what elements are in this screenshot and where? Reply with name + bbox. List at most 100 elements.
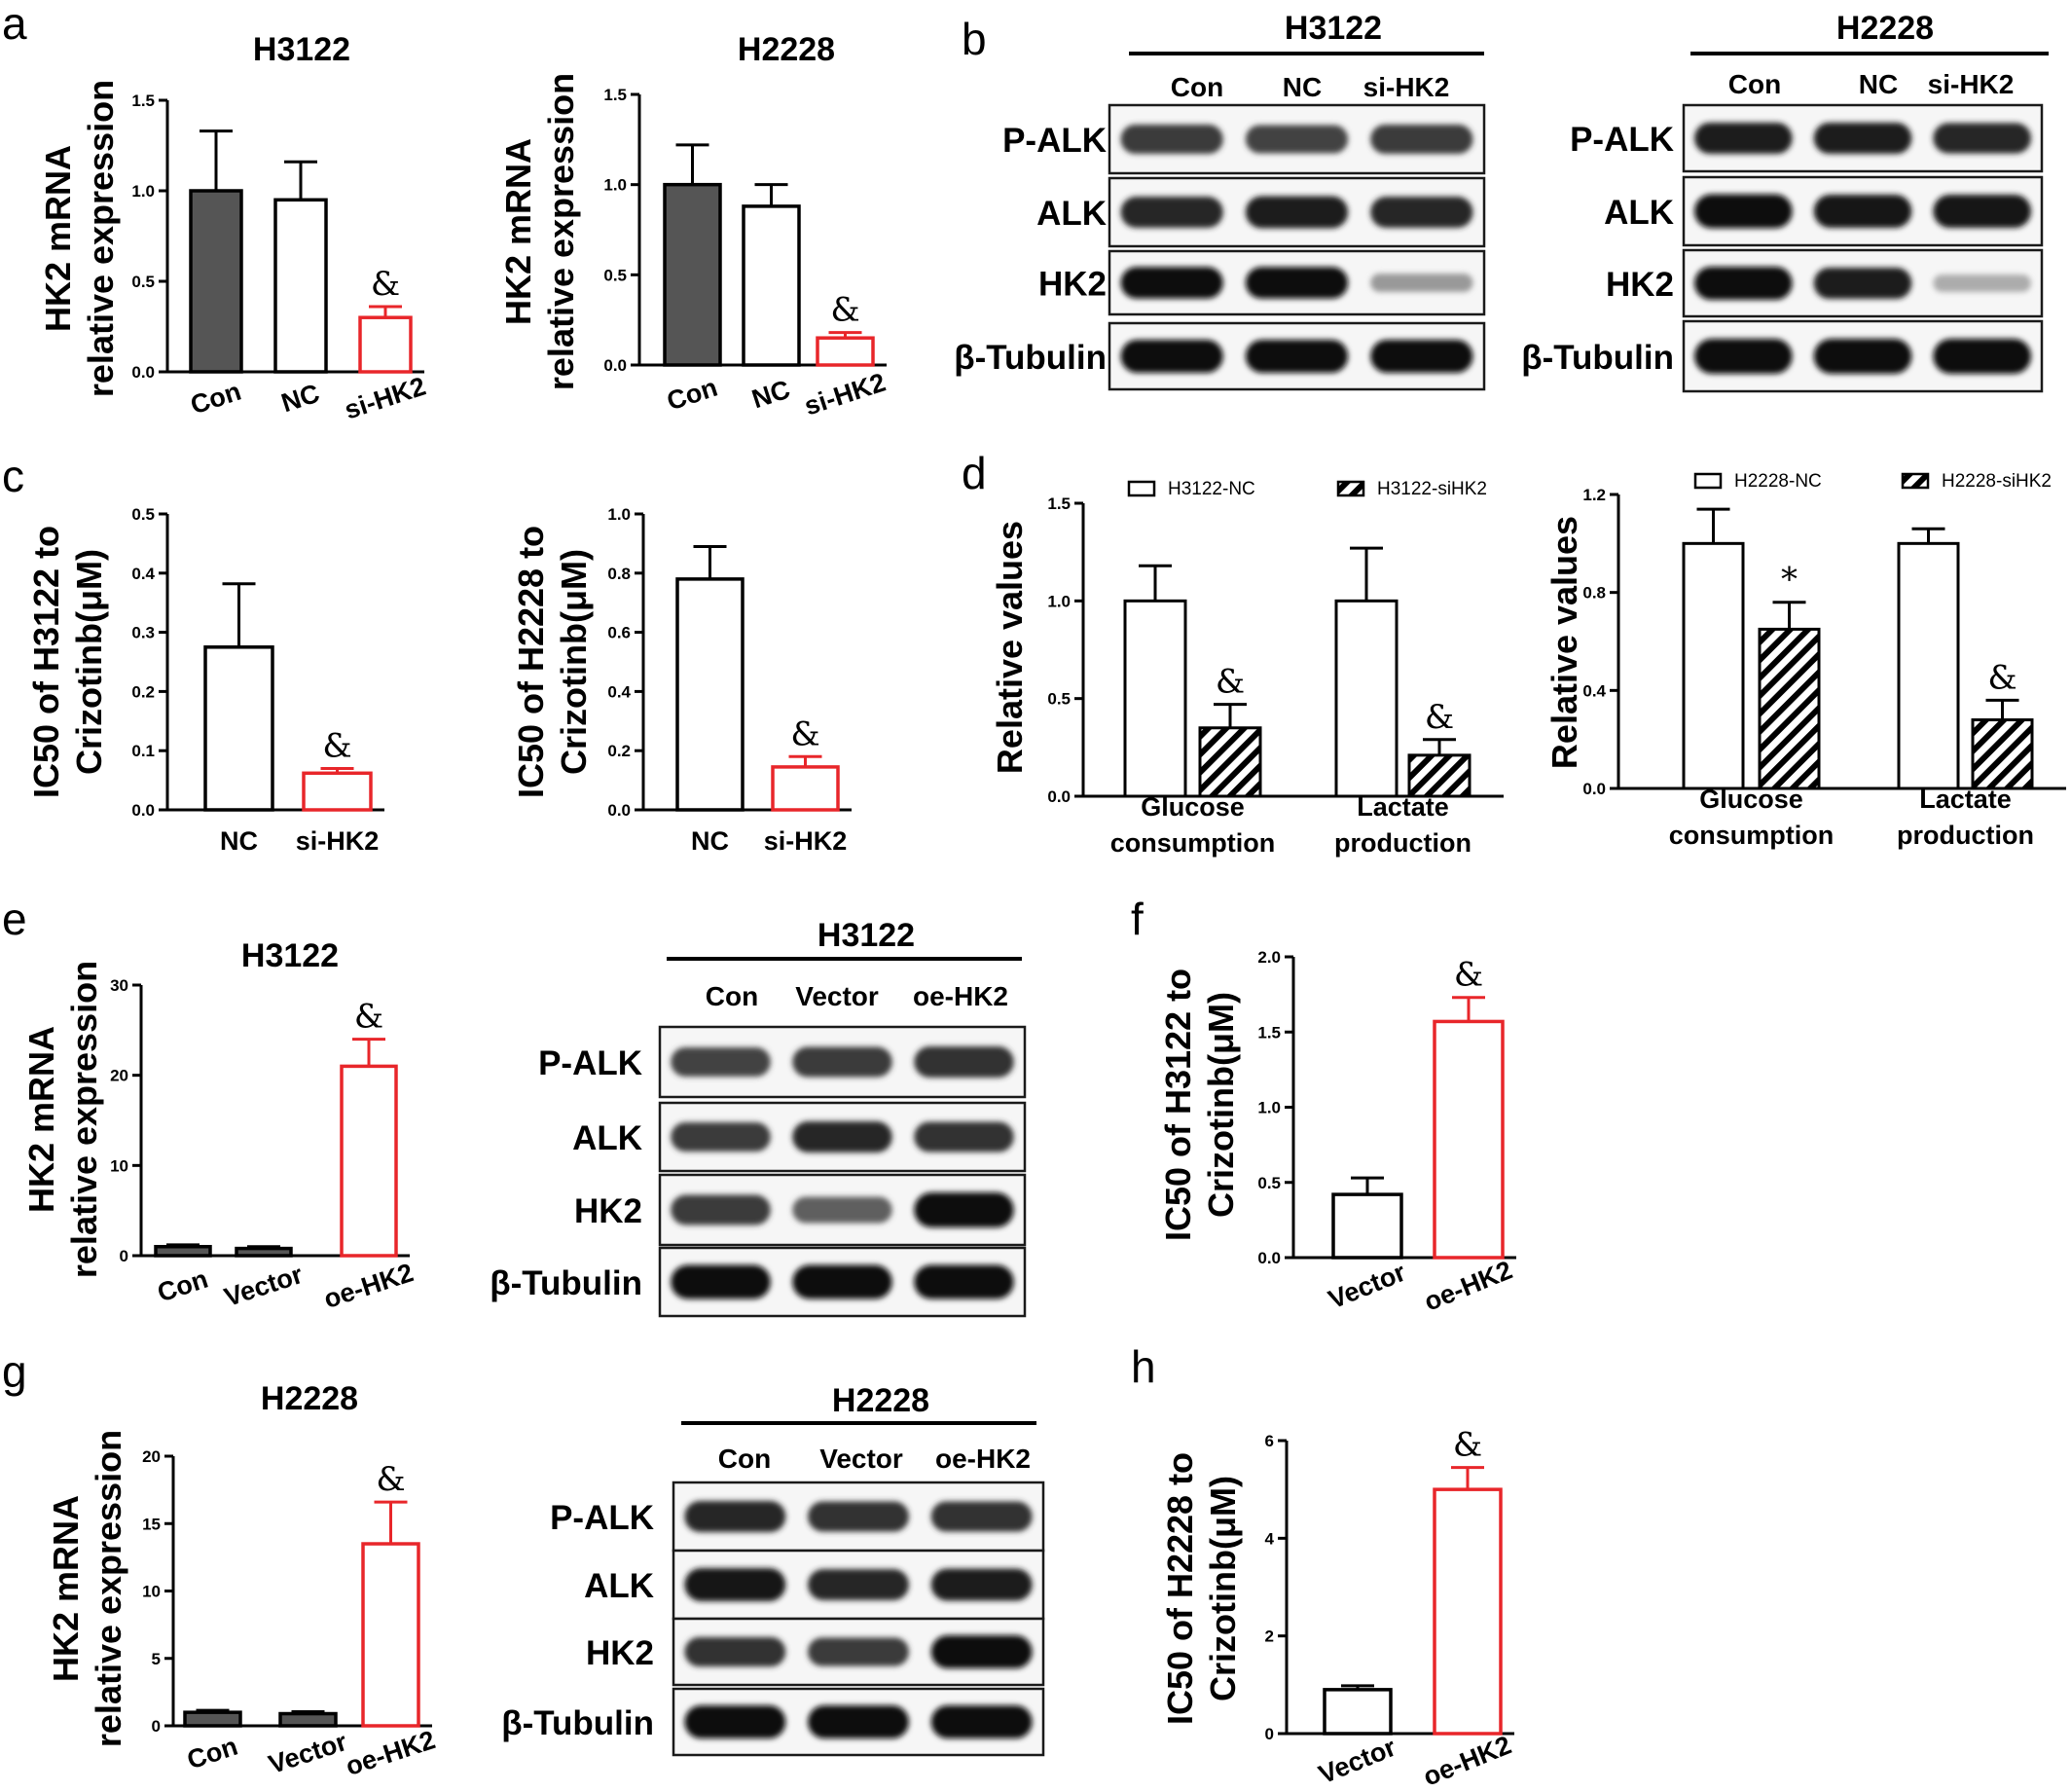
blot-band xyxy=(684,1705,786,1738)
category-label: oe-HK2 xyxy=(343,1725,439,1781)
blot-protein-label: HK2 xyxy=(1606,266,1674,304)
y-axis-label: HK2 mRNArelative expression xyxy=(38,80,121,397)
bar-con xyxy=(189,189,243,374)
y-tick-label: 0.8 xyxy=(1582,584,1606,603)
blot-band xyxy=(1933,339,2031,374)
western-blot-b2: H2228 Con NC si-HK2 P-ALK ALK HK2 β-Tubulin xyxy=(1521,10,2049,393)
category-label: Lactate production xyxy=(1897,785,2034,850)
blot-band xyxy=(1120,124,1223,155)
chart-d2: 0.0 0.4 0.8 1.2 Relative values * Glucose consu… xyxy=(1544,471,2066,850)
blot-band xyxy=(1245,267,1349,299)
y-tick-label: 2 xyxy=(1265,1627,1274,1646)
significance-marker: & xyxy=(1454,956,1483,995)
blot-title: H3122 xyxy=(818,917,915,954)
legend-entry: H3122-siHK2 xyxy=(1377,479,1487,499)
bar-h2228-sihk2 xyxy=(1971,718,2034,790)
y-tick-label: 0.3 xyxy=(131,624,155,642)
blot-protein-label: β-Tubulin xyxy=(1521,339,1674,377)
y-tick-label: 0.6 xyxy=(607,624,631,642)
panel-letter-g: g xyxy=(2,1346,27,1397)
blot-protein-label: HK2 xyxy=(1038,266,1107,304)
y-tick-label: 0.0 xyxy=(1047,787,1071,806)
significance-marker: & xyxy=(322,726,351,765)
bar-oe-hk2 xyxy=(340,1064,398,1258)
blot-band xyxy=(1933,123,2031,154)
category-label: Vector xyxy=(221,1260,307,1312)
lane-label: oe-HK2 xyxy=(935,1444,1031,1474)
y-tick-label: 20 xyxy=(142,1447,161,1466)
blot-band xyxy=(1245,196,1349,229)
legend-entry: H2228-siHK2 xyxy=(1942,471,2052,492)
blot-band xyxy=(684,1567,786,1602)
blot-band xyxy=(808,1637,909,1666)
blot-band xyxy=(684,1500,786,1533)
blot-band xyxy=(914,1121,1014,1152)
y-tick-label: 4 xyxy=(1265,1529,1275,1548)
y-tick-label: 0.0 xyxy=(607,801,631,820)
y-tick-label: 1.5 xyxy=(603,86,627,104)
blot-band xyxy=(914,1192,1014,1227)
y-tick-label: 20 xyxy=(110,1067,128,1085)
panel-letter-d: d xyxy=(962,448,987,498)
significance-marker: & xyxy=(830,291,859,330)
y-tick-label: 10 xyxy=(110,1156,128,1175)
blot-band xyxy=(808,1705,909,1738)
blot-band xyxy=(792,1264,892,1299)
chart-title: H3122 xyxy=(253,31,350,68)
blot-protein-label: ALK xyxy=(572,1119,642,1157)
blot-protein-label: β-Tubulin xyxy=(501,1704,654,1742)
y-tick-label: 0.1 xyxy=(131,742,155,760)
y-tick-label: 2.0 xyxy=(1257,948,1281,967)
blot-band xyxy=(1245,340,1349,373)
blot-title: H3122 xyxy=(1285,10,1382,47)
y-tick-label: 15 xyxy=(142,1515,161,1533)
blot-protein-label: P-ALK xyxy=(550,1499,654,1537)
chart-h1: 0 2 4 6 IC50 of H2228 toCrizotinb(μM) Vector &… xyxy=(1160,1426,1515,1792)
chart-title: H2228 xyxy=(261,1380,358,1417)
y-tick-label: 0.4 xyxy=(607,682,631,701)
bar-nc xyxy=(675,577,745,812)
blot-protein-label: HK2 xyxy=(586,1634,654,1672)
western-blot-e2: H3122 Con Vector oe-HK2 P-ALK ALK HK2 β-Tubulin xyxy=(490,917,1027,1318)
blot-band xyxy=(1813,194,1912,229)
bar-si-hk2 xyxy=(358,315,413,374)
blot-band xyxy=(792,1046,892,1078)
category-label: Con xyxy=(187,377,244,421)
legend-swatch xyxy=(1901,472,1930,490)
bar-h3122-nc xyxy=(1334,599,1399,798)
lane-label: si-HK2 xyxy=(1363,72,1450,102)
category-label: NC xyxy=(748,375,793,415)
y-tick-label: 1.0 xyxy=(1047,592,1071,610)
y-tick-label: 0.0 xyxy=(131,801,155,820)
lane-label: Con xyxy=(1171,72,1223,102)
category-label: NC xyxy=(278,379,323,419)
blot-band xyxy=(684,1636,786,1667)
bar-vector xyxy=(235,1246,293,1258)
y-axis-label: HK2 mRNArelative expression xyxy=(21,961,104,1278)
blot-band xyxy=(1370,196,1473,229)
category-label: Vector xyxy=(1315,1733,1400,1790)
blot-protein-label: ALK xyxy=(1604,194,1674,232)
panel-letter-f: f xyxy=(1131,894,1144,944)
y-tick-label: 1.0 xyxy=(131,182,155,201)
category-label: Con xyxy=(184,1732,241,1775)
lane-label: Con xyxy=(1728,69,1781,99)
bar-con xyxy=(663,182,722,367)
blot-protein-label: ALK xyxy=(584,1567,654,1605)
category-label: si-HK2 xyxy=(764,826,848,856)
blot-band xyxy=(930,1635,1033,1668)
category-label: NC xyxy=(220,826,258,856)
blot-band xyxy=(1370,124,1473,155)
category-label: Glucose consumption xyxy=(1669,785,1835,850)
bar-h2228-sihk2 xyxy=(1758,627,1821,790)
y-tick-label: 0.5 xyxy=(131,273,155,291)
blot-band xyxy=(1694,122,1793,155)
chart-a2: 0.0 0.5 1.0 1.5 H2228 HK2 mRNArelative expres… xyxy=(498,31,889,421)
y-tick-label: 0.5 xyxy=(1257,1174,1281,1192)
y-tick-label: 1.0 xyxy=(1257,1099,1281,1117)
blot-band xyxy=(1694,194,1793,229)
blot-band xyxy=(1933,194,2031,229)
blot-title: H2228 xyxy=(1836,10,1934,47)
significance-marker: & xyxy=(1425,698,1454,737)
